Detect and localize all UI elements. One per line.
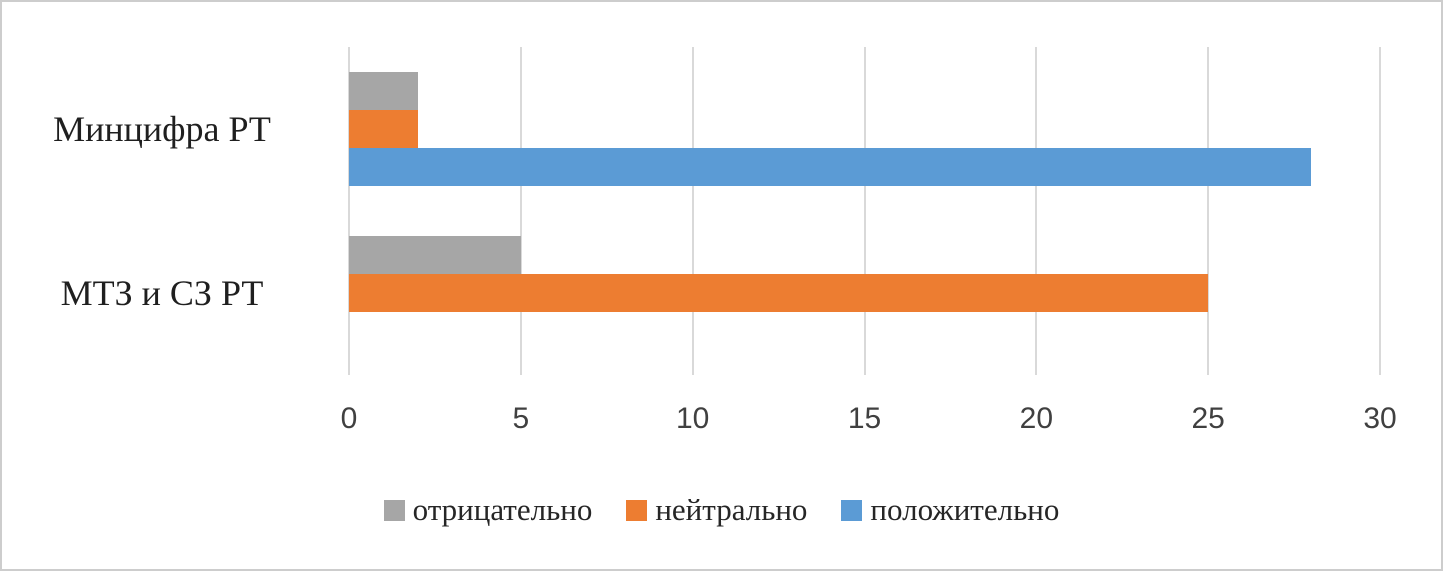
x-tick-label: 25: [1191, 402, 1225, 435]
x-tick-label: 0: [340, 402, 358, 435]
bar: [349, 148, 1312, 186]
bar: [349, 274, 1209, 312]
legend-swatch-neutral: [626, 499, 648, 521]
x-tick-label: 5: [512, 402, 530, 435]
legend: отрицательно нейтрально положительно: [2, 488, 1441, 532]
legend-label: отрицательно: [412, 492, 593, 527]
plot-area: [348, 47, 1381, 375]
gridline: [348, 47, 350, 375]
legend-item: отрицательно: [383, 492, 593, 528]
category-label: МТЗ и СЗ РТ: [60, 273, 264, 313]
gridline: [863, 47, 866, 375]
x-tick-label: 15: [847, 402, 882, 435]
gridline: [519, 47, 522, 375]
legend-item: положительно: [841, 492, 1059, 528]
legend-swatch-negative: [383, 499, 405, 521]
gridline: [1379, 47, 1381, 375]
bar: [349, 236, 521, 274]
category-axis: Минцифра РТ МТЗ и СЗ РТ: [2, 47, 322, 375]
legend-label: положительно: [870, 492, 1060, 527]
bar: [349, 110, 418, 148]
legend-label: нейтрально: [655, 492, 808, 527]
category-label: Минцифра РТ: [53, 109, 271, 149]
legend-swatch-positive: [841, 499, 863, 521]
x-tick-label: 20: [1019, 402, 1054, 435]
x-tick-label: 30: [1363, 402, 1397, 435]
gridline: [1035, 47, 1038, 375]
x-axis: 0 5 10 15 20 25 30: [341, 402, 1397, 447]
legend-item: нейтрально: [626, 492, 807, 528]
bar: [349, 72, 418, 110]
gridline: [691, 47, 694, 375]
gridline: [1207, 47, 1210, 375]
x-tick-label: 10: [675, 402, 710, 435]
